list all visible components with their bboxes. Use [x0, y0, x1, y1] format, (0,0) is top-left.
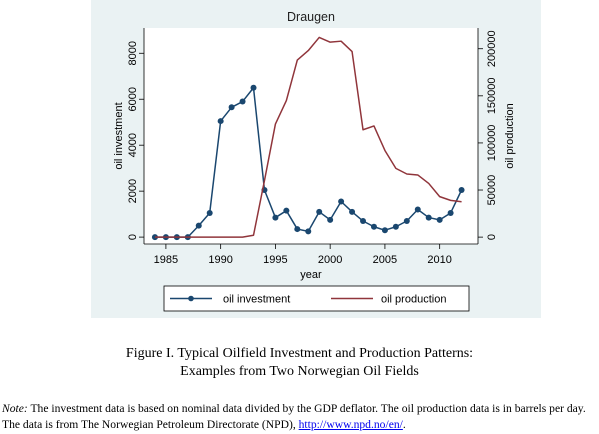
legend-box — [163, 285, 470, 312]
investment-point — [425, 214, 432, 221]
x-axis-tick-label: 1995 — [263, 254, 287, 266]
x-axis-tick-label: 2000 — [318, 254, 342, 266]
investment-point — [217, 118, 224, 125]
investment-point — [349, 208, 356, 215]
figure-caption-line-1: Figure I. Typical Oilfield Investment an… — [125, 346, 474, 361]
left-axis-tick-label: 4000 — [127, 133, 139, 157]
investment-point — [392, 223, 399, 230]
x-axis-tick-label: 1990 — [208, 254, 232, 266]
investment-point — [283, 207, 290, 214]
note-label: Note: — [2, 402, 28, 415]
investment-point — [250, 84, 257, 91]
x-axis: 1985 1990 1995 2000 2005 2010 — [144, 243, 478, 266]
legend-investment-marker — [188, 295, 194, 302]
investment-point — [360, 218, 367, 225]
x-axis-tick-label: 2005 — [373, 254, 397, 266]
figure-caption-line-2: Examples from Two Norwegian Oil Fields — [180, 364, 419, 379]
left-axis-label: oil investment — [113, 102, 125, 169]
investment-point — [228, 104, 235, 111]
investment-point — [338, 198, 345, 205]
investment-point — [370, 223, 377, 230]
series-layer — [151, 36, 465, 241]
note-text: The investment data is based on nominal … — [2, 402, 586, 431]
investment-point — [327, 216, 334, 223]
legend-production-label: oil production — [381, 294, 446, 306]
investment-point — [305, 228, 312, 235]
right-axis-tick-label: 100000 — [486, 125, 498, 162]
investment-point — [414, 206, 421, 213]
investment-point — [458, 187, 465, 193]
x-axis-tick-label: 2010 — [427, 254, 451, 266]
investment-point — [316, 208, 323, 215]
left-axis-tick-label: 0 — [127, 234, 139, 240]
right-axis-tick-label: 50000 — [486, 175, 498, 206]
right-axis: 0 50000 100000 150000 200000 — [477, 28, 498, 244]
investment-point — [447, 209, 454, 216]
note-end: . — [402, 418, 406, 431]
right-axis-label: oil production — [504, 103, 516, 168]
x-axis-tick-label: 1985 — [154, 254, 178, 266]
investment-point — [381, 227, 388, 234]
investment-point — [436, 216, 443, 223]
npd-link[interactable]: http://www.npd.no/en/ — [298, 418, 403, 431]
investment-point — [403, 218, 410, 225]
chart: Draugen 0 2000 4000 6000 8000 0 50000 100000 15… — [91, 0, 541, 318]
legend: oil investment oil production — [163, 285, 470, 312]
figure-note: Note: The investment data is based on no… — [2, 401, 598, 433]
series-line-oil-production — [154, 36, 462, 238]
left-axis: 0 2000 4000 6000 8000 — [127, 28, 145, 244]
investment-point — [294, 226, 301, 233]
right-axis-tick-label: 200000 — [486, 30, 498, 67]
plot-area — [144, 28, 478, 244]
right-axis-tick-label: 0 — [486, 234, 498, 240]
left-axis-tick-label: 6000 — [127, 87, 139, 111]
left-axis-tick-label: 8000 — [127, 41, 139, 65]
x-axis-label: year — [300, 269, 322, 281]
left-axis-tick-label: 2000 — [127, 179, 139, 203]
investment-point — [239, 98, 246, 105]
chart-title: Draugen — [287, 10, 335, 24]
legend-investment-label: oil investment — [223, 294, 290, 306]
investment-point — [206, 209, 213, 216]
right-axis-tick-label: 150000 — [486, 77, 498, 114]
investment-point — [195, 222, 202, 229]
investment-point — [272, 214, 279, 221]
